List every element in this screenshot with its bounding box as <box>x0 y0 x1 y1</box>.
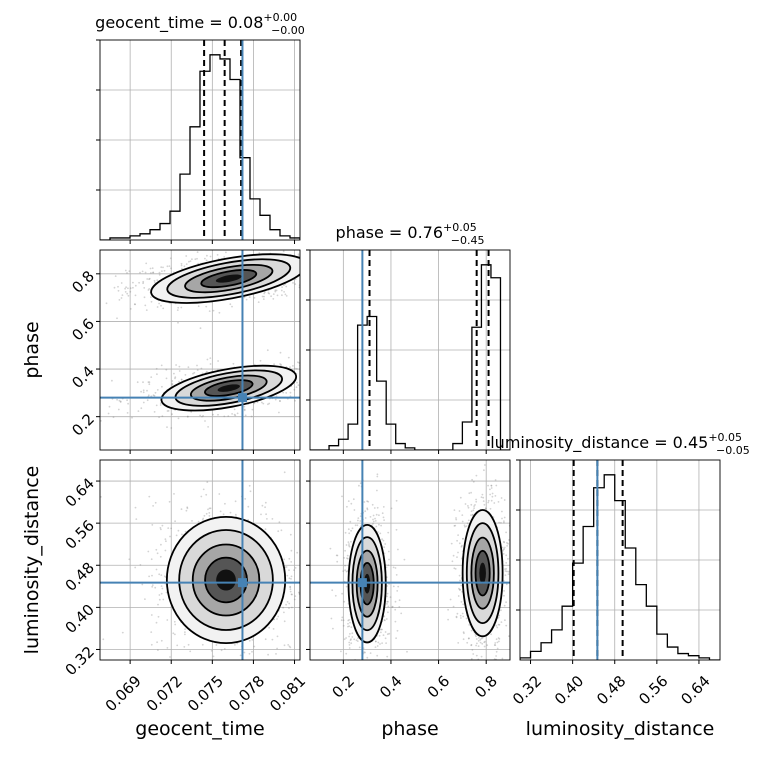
x-tick-label-geocent_time: 0.072 <box>143 672 186 715</box>
histogram-phase <box>310 264 510 450</box>
y-tick-label-luminosity_distance: 0.40 <box>62 601 98 637</box>
y-tick-label-luminosity_distance: 0.32 <box>62 643 98 679</box>
x-tick-label-phase: 0.2 <box>328 672 358 702</box>
x-tick-label-luminosity_distance: 0.32 <box>509 672 545 708</box>
contour-line <box>470 536 495 610</box>
density-level <box>217 384 240 392</box>
truth-marker <box>237 393 247 403</box>
y-axis-label-phase: phase <box>21 321 43 378</box>
y-tick-label-phase: 0.8 <box>68 267 98 297</box>
contour-line <box>474 549 491 597</box>
x-tick-label-luminosity_distance: 0.48 <box>593 672 629 708</box>
y-tick-label-luminosity_distance: 0.48 <box>62 559 98 595</box>
contour-line <box>150 253 300 304</box>
density-blob-0 <box>165 515 287 645</box>
x-tick-label-phase: 0.8 <box>471 672 501 702</box>
density-level <box>479 562 486 584</box>
x-tick-label-geocent_time: 0.081 <box>266 672 309 715</box>
y-tick-label-phase: 0.2 <box>68 410 98 440</box>
x-tick-label-luminosity_distance: 0.40 <box>551 672 587 708</box>
contour-line <box>191 543 261 617</box>
hist-panel-phase <box>310 250 510 450</box>
x-tick-label-geocent_time: 0.078 <box>225 672 268 715</box>
x-tick-label-geocent_time: 0.075 <box>184 672 227 715</box>
hist-panel-luminosity_distance <box>520 460 720 660</box>
contour-line <box>351 536 383 632</box>
x-tick-label-phase: 0.4 <box>376 672 406 702</box>
contour-line <box>160 364 298 412</box>
truth-marker <box>237 578 247 588</box>
y-tick-label-phase: 0.4 <box>68 362 98 392</box>
y-tick-label-luminosity_distance: 0.56 <box>62 516 98 552</box>
contour-line <box>461 509 504 638</box>
contour-line <box>166 258 292 299</box>
histogram-luminosity_distance <box>520 474 720 660</box>
hist-panel-geocent_time <box>100 40 300 240</box>
x-axis-label-luminosity_distance: luminosity_distance <box>526 718 715 740</box>
y-tick-label-luminosity_distance: 0.64 <box>62 474 98 510</box>
density-blob-0 <box>347 524 387 644</box>
panel-frame <box>99 459 301 661</box>
contour-line <box>355 549 379 618</box>
panel-title-phase: phase = 0.76+0.05 −0.45 <box>336 221 485 247</box>
density-blob-0 <box>150 253 300 304</box>
contour-line <box>465 522 500 625</box>
contour-line <box>184 263 274 294</box>
scatter-panel-phase-luminosity_distance <box>310 460 510 660</box>
y-axis-label-luminosity_distance: luminosity_distance <box>21 466 43 655</box>
contour-line <box>204 379 254 397</box>
x-tick-label-luminosity_distance: 0.56 <box>635 672 671 708</box>
density-level <box>216 569 236 591</box>
contour-line <box>200 269 258 289</box>
x-tick-label-luminosity_distance: 0.64 <box>677 672 713 708</box>
contour-line <box>178 529 274 631</box>
x-tick-label-geocent_time: 0.069 <box>102 672 145 715</box>
density-blob-1 <box>461 509 504 638</box>
panel-title-geocent_time: geocent_time = 0.08+0.00 −0.00 <box>95 11 305 37</box>
panel-frame <box>99 249 301 451</box>
panel-title-luminosity_distance: luminosity_distance = 0.45+0.05 −0.05 <box>490 431 750 457</box>
panel-frame <box>309 459 511 661</box>
density-level <box>215 274 242 283</box>
truth-marker <box>357 578 367 588</box>
scatter-panel-geocent_time-luminosity_distance <box>100 460 300 660</box>
y-tick-label-phase: 0.6 <box>68 315 98 345</box>
contour-line <box>347 524 387 644</box>
x-axis-label-geocent_time: geocent_time <box>135 718 264 740</box>
contour-line <box>204 556 248 604</box>
contour-line <box>165 515 287 645</box>
x-tick-label-phase: 0.6 <box>424 672 454 702</box>
scatter-panel-geocent_time-phase <box>100 250 300 450</box>
x-axis-label-phase: phase <box>381 718 438 740</box>
